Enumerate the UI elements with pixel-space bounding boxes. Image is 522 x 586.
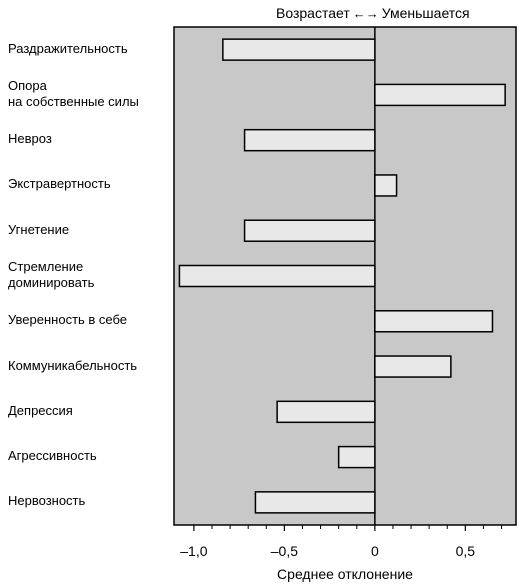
bar bbox=[254, 491, 376, 514]
increase-label: Возрастает bbox=[276, 5, 350, 21]
category-label: Раздражительность bbox=[8, 40, 128, 56]
x-axis-label: Среднее отклонение bbox=[277, 566, 413, 582]
category-label: Нервозность bbox=[8, 493, 86, 509]
bar bbox=[337, 445, 376, 469]
bar bbox=[243, 219, 376, 242]
bar bbox=[374, 83, 506, 107]
x-tick-label: 0,5 bbox=[456, 543, 476, 559]
bar bbox=[374, 355, 452, 378]
category-label: Экстравертность bbox=[8, 176, 111, 192]
category-label: Стремление доминировать bbox=[8, 259, 95, 290]
x-tick-label: –0,5 bbox=[271, 543, 298, 559]
direction-annotation: Возрастает ←→ Уменьшается bbox=[276, 5, 470, 21]
x-tick-label: –1,0 bbox=[180, 543, 207, 559]
category-label: Агрессивность bbox=[8, 448, 97, 464]
x-tick-label: 0 bbox=[371, 543, 379, 559]
category-label: Депрессия bbox=[8, 402, 73, 418]
bar bbox=[222, 38, 376, 61]
category-label: Невроз bbox=[8, 131, 52, 147]
category-label: Уверенность в себе bbox=[8, 312, 128, 328]
bar bbox=[374, 174, 398, 197]
bar bbox=[178, 264, 376, 288]
category-label: Опора на собственные силы bbox=[8, 77, 139, 109]
decrease-label: Уменьшается bbox=[381, 5, 470, 21]
bar bbox=[374, 310, 494, 333]
bar bbox=[243, 128, 376, 152]
category-label: Угнетение bbox=[8, 221, 70, 237]
category-label: Коммуникабельность bbox=[8, 357, 138, 373]
bar bbox=[276, 400, 376, 424]
double-arrow-icon: ←→ bbox=[352, 6, 379, 21]
